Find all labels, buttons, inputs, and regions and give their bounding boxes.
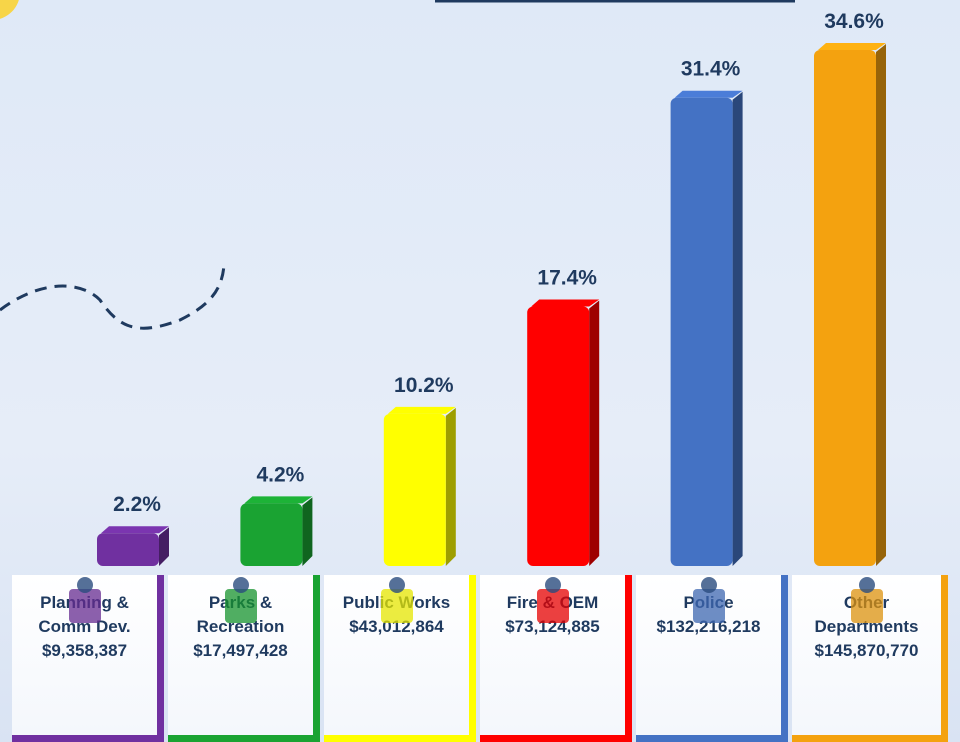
- bar-top: [101, 526, 169, 534]
- amount-label: $145,870,770: [814, 641, 919, 660]
- icon: [692, 577, 725, 623]
- icon: [850, 577, 883, 623]
- decor-curve: [0, 264, 226, 330]
- bar-side: [876, 43, 886, 567]
- icon-shape: [68, 589, 101, 623]
- amount-label: $132,216,218: [656, 617, 761, 636]
- bar-top: [387, 406, 456, 414]
- bar-side: [159, 527, 169, 566]
- icon: [536, 577, 569, 623]
- category-card: Parks & Recreation$17,497,428: [168, 575, 320, 742]
- value-label: 2.2%: [113, 493, 161, 516]
- amount-label: $43,012,864: [349, 617, 444, 636]
- bar-side: [302, 497, 313, 566]
- value-label: 31.4%: [681, 58, 741, 81]
- icon-shape: [388, 577, 405, 593]
- category-card: Police$132,216,218: [636, 575, 788, 742]
- icon-shape: [76, 577, 93, 593]
- amount-label: $17,497,428: [193, 641, 288, 660]
- icon-shape: [544, 577, 561, 593]
- icon-shape: [536, 589, 569, 623]
- bar-side: [732, 91, 743, 566]
- category-card: Fire & OEM$73,124,885: [480, 575, 632, 742]
- icon-shape: [380, 589, 413, 623]
- icon-shape: [850, 589, 883, 623]
- decor-circle: [0, 0, 19, 19]
- icon: [380, 577, 413, 623]
- value-label: 17.4%: [537, 266, 597, 289]
- bar-top: [531, 299, 600, 307]
- icon-shape: [224, 589, 257, 623]
- icon-shape: [700, 577, 717, 593]
- bar: [814, 49, 876, 567]
- value-label: 10.2%: [394, 374, 454, 397]
- bar: [97, 533, 159, 566]
- icon-shape: [692, 589, 725, 623]
- bar: [383, 413, 446, 566]
- category-card: Planning & Comm Dev.$9,358,387: [12, 575, 164, 742]
- value-label: 34.6%: [824, 10, 884, 33]
- category-card: Other Departments$145,870,770: [792, 575, 948, 742]
- bar: [527, 306, 590, 566]
- icon: [68, 577, 101, 623]
- category-card: Public Works $43,012,864: [324, 575, 476, 742]
- bar-top: [818, 42, 886, 50]
- bar-side: [589, 300, 600, 566]
- bar-top: [674, 90, 743, 98]
- bar-side: [445, 407, 456, 566]
- bar: [670, 97, 733, 566]
- icon-shape: [858, 577, 875, 593]
- icon: [224, 577, 257, 623]
- icon-shape: [232, 577, 249, 593]
- value-label: 4.2%: [256, 463, 304, 486]
- bar-top: [244, 496, 313, 504]
- bar: [240, 503, 303, 566]
- amount-label: $9,358,387: [41, 641, 128, 660]
- amount-label: $73,124,885: [505, 617, 600, 636]
